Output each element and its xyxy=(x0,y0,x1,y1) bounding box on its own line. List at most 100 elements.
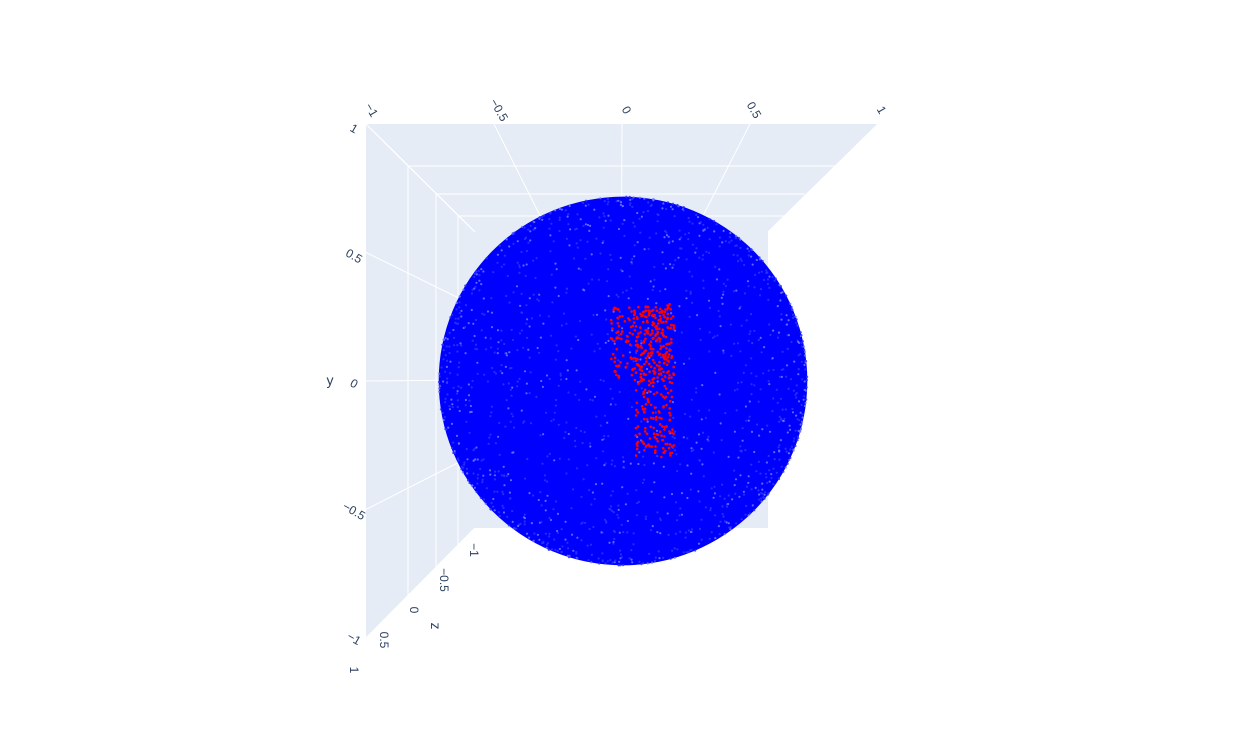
sphere-point[interactable] xyxy=(742,493,746,496)
sphere-point[interactable] xyxy=(805,378,809,382)
sphere-point[interactable] xyxy=(638,217,641,220)
highlight-point[interactable] xyxy=(662,334,666,338)
sphere-point[interactable] xyxy=(675,453,678,456)
highlight-point[interactable] xyxy=(663,396,666,400)
sphere-point[interactable] xyxy=(779,397,783,400)
sphere-point[interactable] xyxy=(760,270,763,273)
highlight-point[interactable] xyxy=(652,347,655,351)
sphere-point[interactable] xyxy=(621,291,625,294)
sphere-point[interactable] xyxy=(530,522,534,525)
sphere-point[interactable] xyxy=(458,409,461,413)
sphere-point[interactable] xyxy=(760,492,763,495)
sphere-point[interactable] xyxy=(444,397,447,400)
sphere-point[interactable] xyxy=(525,304,528,307)
highlight-point[interactable] xyxy=(631,333,634,336)
highlight-point[interactable] xyxy=(636,425,640,428)
sphere-point[interactable] xyxy=(576,557,579,560)
sphere-point[interactable] xyxy=(601,560,604,563)
sphere-point[interactable] xyxy=(628,557,631,560)
sphere-point[interactable] xyxy=(756,423,759,426)
sphere-point[interactable] xyxy=(604,219,607,222)
sphere-point[interactable] xyxy=(772,397,775,400)
highlight-point[interactable] xyxy=(654,306,658,309)
sphere-point[interactable] xyxy=(680,236,683,239)
sphere-point[interactable] xyxy=(587,203,590,206)
sphere-point[interactable] xyxy=(510,394,513,397)
highlight-point[interactable] xyxy=(658,340,662,343)
highlight-point[interactable] xyxy=(649,416,653,420)
sphere-point[interactable] xyxy=(803,348,806,352)
sphere-point[interactable] xyxy=(708,238,711,241)
highlight-point[interactable] xyxy=(663,315,666,319)
sphere-point[interactable] xyxy=(739,238,742,241)
sphere-point[interactable] xyxy=(635,351,638,355)
highlight-point[interactable] xyxy=(672,444,676,447)
sphere-point[interactable] xyxy=(503,263,506,266)
sphere-point[interactable] xyxy=(768,275,771,278)
highlight-point[interactable] xyxy=(658,314,662,318)
sphere-point[interactable] xyxy=(653,278,656,281)
sphere-point[interactable] xyxy=(523,420,526,423)
highlight-point[interactable] xyxy=(635,442,639,445)
sphere-point[interactable] xyxy=(740,381,743,384)
sphere-point[interactable] xyxy=(729,232,732,235)
sphere-point[interactable] xyxy=(680,492,684,495)
sphere-point[interactable] xyxy=(733,290,736,293)
sphere-point[interactable] xyxy=(510,328,513,331)
sphere-point[interactable] xyxy=(516,261,519,264)
sphere-point[interactable] xyxy=(633,255,636,258)
sphere-point[interactable] xyxy=(637,462,640,466)
highlight-point[interactable] xyxy=(621,314,624,318)
sphere-point[interactable] xyxy=(745,485,749,488)
sphere-point[interactable] xyxy=(736,342,740,345)
sphere-point[interactable] xyxy=(697,490,700,493)
sphere-point[interactable] xyxy=(787,319,790,322)
sphere-point[interactable] xyxy=(710,531,713,534)
sphere-point[interactable] xyxy=(503,342,506,346)
sphere-point[interactable] xyxy=(476,458,479,461)
sphere-point[interactable] xyxy=(632,360,635,363)
sphere-point[interactable] xyxy=(475,273,478,276)
sphere-point[interactable] xyxy=(735,234,738,238)
sphere-point[interactable] xyxy=(625,289,628,292)
sphere-point[interactable] xyxy=(611,510,614,513)
sphere-point[interactable] xyxy=(789,448,792,451)
sphere-point[interactable] xyxy=(643,478,646,481)
sphere-point[interactable] xyxy=(599,378,602,381)
sphere-point[interactable] xyxy=(549,234,552,237)
highlight-point[interactable] xyxy=(661,331,664,335)
sphere-point[interactable] xyxy=(721,241,724,244)
sphere-point[interactable] xyxy=(750,488,753,491)
sphere-point[interactable] xyxy=(749,512,752,515)
sphere-point[interactable] xyxy=(639,358,642,361)
highlight-point[interactable] xyxy=(640,369,644,373)
sphere-point[interactable] xyxy=(590,333,593,336)
sphere-point[interactable] xyxy=(671,549,674,552)
sphere-point[interactable] xyxy=(588,489,591,492)
sphere-point[interactable] xyxy=(779,285,783,288)
sphere-point[interactable] xyxy=(708,409,711,412)
highlight-point[interactable] xyxy=(665,387,668,390)
highlight-point[interactable] xyxy=(643,333,647,336)
highlight-point[interactable] xyxy=(669,326,672,330)
highlight-point[interactable] xyxy=(636,317,639,321)
sphere-point[interactable] xyxy=(804,361,807,364)
sphere-point[interactable] xyxy=(618,560,621,563)
sphere-point[interactable] xyxy=(598,216,601,219)
sphere-point[interactable] xyxy=(796,435,800,438)
sphere-point[interactable] xyxy=(802,345,806,348)
sphere-point[interactable] xyxy=(500,474,503,477)
sphere-point[interactable] xyxy=(470,308,473,312)
sphere-point[interactable] xyxy=(778,477,781,481)
sphere-point[interactable] xyxy=(518,377,521,380)
sphere-point[interactable] xyxy=(446,338,449,341)
highlight-point[interactable] xyxy=(617,364,620,368)
highlight-point[interactable] xyxy=(662,344,665,348)
sphere-point[interactable] xyxy=(702,475,705,478)
sphere-point[interactable] xyxy=(704,506,708,509)
highlight-point[interactable] xyxy=(660,455,663,459)
sphere-point[interactable] xyxy=(603,215,606,218)
sphere-point[interactable] xyxy=(468,431,471,434)
sphere-point[interactable] xyxy=(570,507,573,510)
sphere-point[interactable] xyxy=(613,465,617,468)
